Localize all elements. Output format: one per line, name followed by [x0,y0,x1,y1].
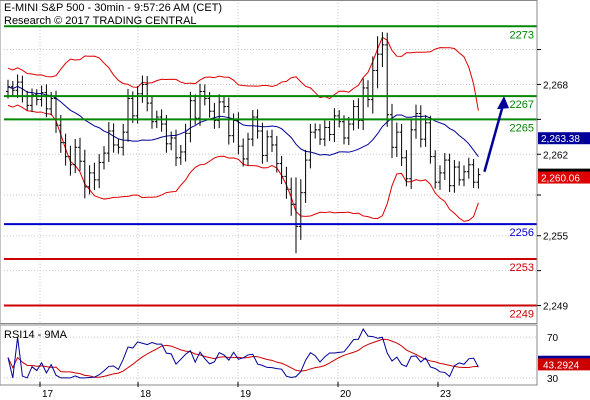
copyright-text: Research © 2017 TRADING CENTRAL [4,15,197,27]
lower-band-tag: 2,260.06 [541,174,580,185]
forecast-arrow-head [497,96,509,110]
rsi-signal-tag: 43.2924 [543,360,580,371]
level-label: 2273 [510,29,534,41]
rsi-tick-label: 70 [547,333,559,344]
rsi-tick-label: 30 [547,374,559,385]
lower-band-tag-box [538,171,590,184]
moving-average-tag: 2,263.38 [541,134,580,145]
rsi-panel-border [0,324,538,386]
y-tick-label: 2,262 [543,150,568,161]
level-label: 2253 [510,262,534,274]
rsi-line [7,328,479,379]
y-tick-label: 2,255 [543,232,568,243]
level-label: 2256 [510,227,534,239]
price-candles [6,32,481,254]
y-tick-label: 2,249 [543,302,568,313]
price-levels: 2273 2267 2265 2256 2253 2249 [4,25,537,321]
moving-average-line [7,85,479,157]
x-tick-label: 20 [340,389,352,400]
x-tick-label: 19 [240,389,252,400]
main-panel-border [0,0,538,324]
x-tick-label: 23 [440,389,452,400]
rsi-panel [4,328,537,379]
rsi-signal-tag-box [538,358,590,371]
x-tick-label: 17 [42,389,54,400]
grid [4,3,537,383]
level-label: 2249 [510,309,534,321]
y-tick-label: 2,268 [543,80,568,91]
x-tick-label: 18 [140,389,152,400]
level-label: 2267 [510,99,534,111]
bollinger-upper-line [7,36,479,111]
level-label: 2265 [510,122,534,134]
moving-average-tag-box [538,132,590,145]
bollinger-bands [7,36,479,222]
rsi-title: RSI14 - 9MA [4,329,68,341]
forecast-arrow [483,104,505,173]
chart-title: E-MINI S&P 500 - 30min - 9:57:26 AM (CET… [4,2,222,14]
moving-average-line [7,85,479,157]
